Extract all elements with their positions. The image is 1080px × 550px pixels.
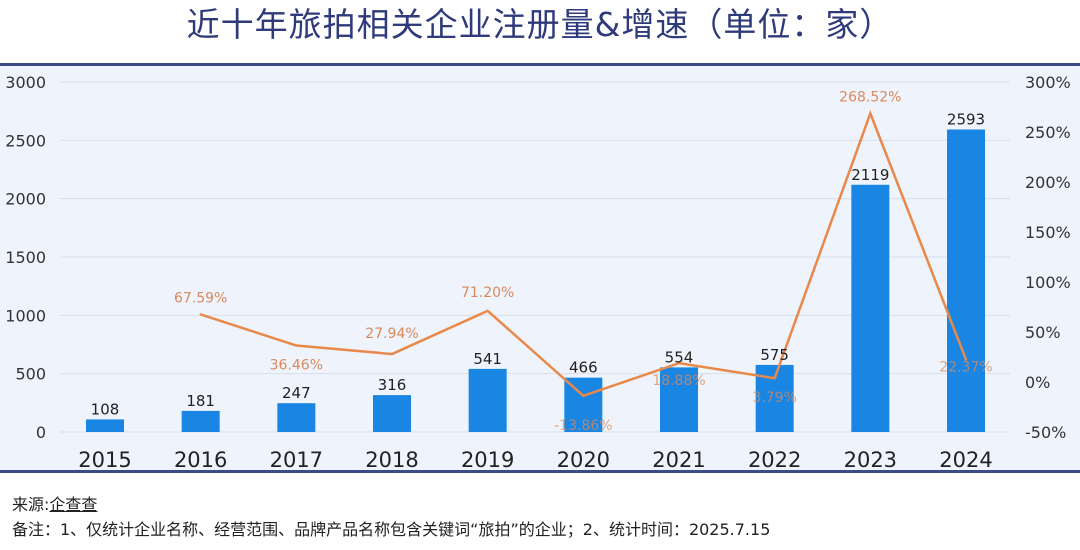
bar-value-label: 2119	[851, 166, 889, 184]
y-right-tick-label: 300%	[1025, 73, 1071, 92]
growth-value-label: 67.59%	[174, 290, 227, 306]
x-tick-label: 2017	[270, 448, 323, 472]
x-tick-label: 2020	[557, 448, 610, 472]
bar	[660, 367, 698, 432]
bar	[373, 395, 411, 432]
y-left-tick-label: 1000	[5, 306, 46, 325]
y-right-tick-label: 50%	[1025, 323, 1061, 342]
growth-value-label: 268.52%	[839, 89, 901, 105]
bar	[277, 403, 316, 432]
growth-point	[486, 309, 489, 312]
growth-value-label: -13.86%	[554, 418, 612, 434]
y-right-tick-label: 250%	[1025, 123, 1071, 142]
y-right-tick-label: 200%	[1025, 173, 1071, 192]
bar	[86, 419, 124, 432]
x-tick-label: 2018	[365, 448, 418, 472]
growth-point	[199, 313, 202, 316]
growth-value-label: 3.79%	[752, 390, 796, 406]
growth-point	[677, 361, 681, 365]
growth-point	[390, 352, 394, 356]
bar-value-label: 575	[760, 346, 789, 364]
bar-value-label: 2593	[947, 110, 985, 128]
bar-value-label: 316	[378, 376, 407, 394]
x-tick-label: 2019	[461, 448, 514, 472]
growth-point	[964, 358, 968, 361]
bar	[947, 129, 985, 432]
source-name[interactable]: 企查查	[49, 495, 98, 514]
chart-title: 近十年旅拍相关企业注册量&增速（单位：家）	[186, 5, 894, 44]
x-tick-label: 2015	[78, 448, 131, 472]
x-tick-label: 2024	[939, 448, 992, 472]
bar	[181, 410, 220, 432]
growth-value-label: 18.88%	[652, 373, 705, 389]
source-line: 来源:企查查	[12, 494, 97, 516]
bar-value-label: 247	[282, 384, 311, 402]
growth-value-label: 22.37%	[939, 360, 992, 376]
growth-line	[200, 109, 968, 398]
y-left-tick-label: 0	[36, 423, 46, 442]
bar-value-label: 108	[91, 400, 120, 418]
chart-svg: 0 500 1000 1500 2000 2500 3000 -50% 0% 50% 100% 150…	[5, 73, 1071, 472]
bar	[564, 377, 603, 432]
x-tick-label: 2016	[174, 448, 227, 472]
footnote: 备注：1、仅统计企业名称、经营范围、品牌产品名称包含关键词“旅拍”的企业；2、统…	[12, 520, 771, 539]
bar-value-label: 181	[186, 392, 215, 410]
growth-value-label: 27.94%	[365, 326, 418, 342]
x-tick-label: 2022	[748, 448, 801, 472]
y-left-tick-label: 1500	[5, 248, 46, 267]
bar-value-label: 554	[665, 348, 694, 366]
y-left-tick-label: 2000	[5, 190, 46, 209]
y-left-tick-label: 2500	[5, 131, 46, 150]
y-left-tick-label: 500	[15, 365, 46, 384]
growth-point	[869, 112, 872, 115]
x-tick-label: 2021	[652, 448, 705, 472]
growth-value-label: 36.46%	[270, 358, 323, 374]
y-right-tick-label: -50%	[1025, 423, 1066, 442]
bar	[468, 368, 507, 432]
y-right-tick-label: 100%	[1025, 273, 1071, 292]
source-label: 来源:	[12, 495, 50, 514]
growth-point	[582, 394, 585, 398]
y-left-tick-label: 3000	[5, 73, 46, 92]
bar-value-label: 466	[569, 359, 598, 377]
growth-value-label: 71.20%	[461, 285, 514, 301]
chart-panel	[0, 63, 1080, 473]
growth-point	[773, 377, 776, 380]
y-right-tick-label: 150%	[1025, 223, 1071, 242]
bar	[851, 184, 890, 432]
growth-point	[295, 344, 298, 347]
y-right-tick-label: 0%	[1025, 373, 1050, 392]
bar-value-label: 541	[473, 350, 502, 368]
x-tick-label: 2023	[844, 448, 897, 472]
